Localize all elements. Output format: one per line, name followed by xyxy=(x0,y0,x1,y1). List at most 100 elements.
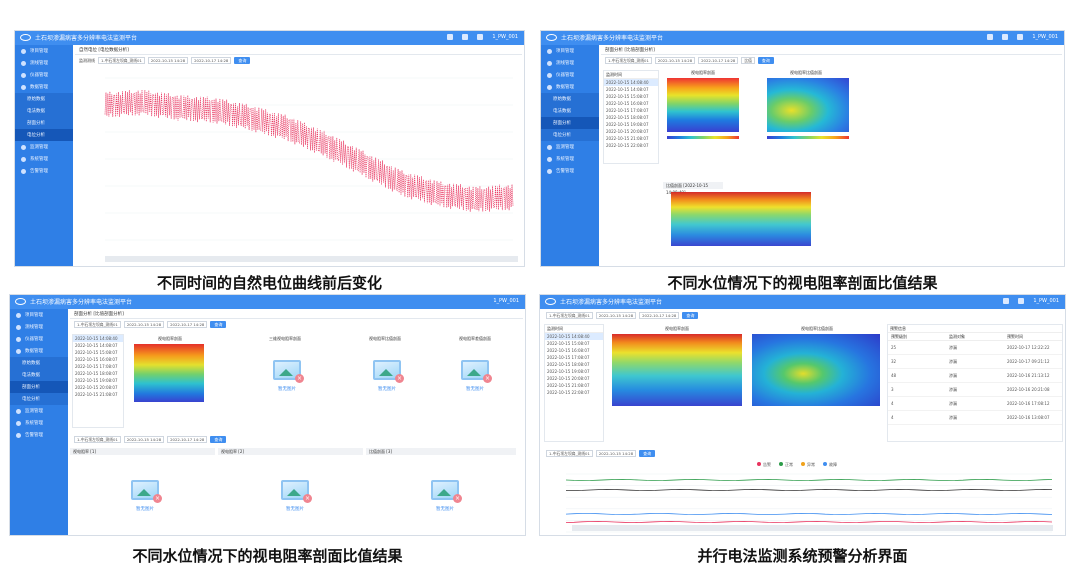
date-from-input[interactable]: 2022-10-15 14:28 xyxy=(147,57,189,64)
time-list-item[interactable]: 2022-10-15 17:08:07 xyxy=(75,364,118,369)
bell-icon[interactable] xyxy=(1002,34,1009,40)
line-select[interactable]: 1-中石坝左坝肩_测线01 xyxy=(74,321,121,328)
user-name[interactable]: 1_PW_001 xyxy=(1032,34,1058,40)
time-list-item[interactable]: 2022-10-15 18:08:07 xyxy=(75,371,118,376)
time-list-item[interactable]: 2022-10-15 22:08:07 xyxy=(547,390,590,395)
line-select[interactable]: 1-中石坝左坝肩_测线01 xyxy=(546,450,593,457)
sidebar-subitem[interactable]: 剖面分析 xyxy=(541,117,599,129)
time-list-item[interactable]: 2022-10-15 15:08:07 xyxy=(606,94,649,99)
time-list-item[interactable]: 2022-10-15 16:08:07 xyxy=(547,348,590,353)
date-from-input[interactable]: 2022-10-15 14:28 xyxy=(595,312,637,319)
sidebar-item[interactable]: 项目管理 xyxy=(10,309,68,321)
sidebar-item[interactable]: 仪器管理 xyxy=(10,333,68,345)
time-list-item[interactable]: 2022-10-15 14:08:40 xyxy=(73,335,123,342)
sidebar-item[interactable]: 仪器管理 xyxy=(541,69,599,81)
line-select[interactable]: 1-中石坝左坝肩_测线01 xyxy=(74,436,121,443)
alarm-row[interactable]: 32 渗漏 2022-10-17 09:21:12 xyxy=(888,355,1062,369)
time-list-item[interactable]: 2022-10-15 18:08:07 xyxy=(606,115,649,120)
time-list-item[interactable]: 2022-10-15 19:08:07 xyxy=(606,122,649,127)
sidebar-item[interactable]: 系统管理 xyxy=(10,417,68,429)
user-name[interactable]: 1_PW_001 xyxy=(1033,298,1059,304)
date-from-input[interactable]: 2022-10-15 14:28 xyxy=(595,450,637,457)
date-from-input[interactable]: 2022-10-15 14:28 xyxy=(123,436,165,443)
time-list-item[interactable]: 2022-10-15 17:08:07 xyxy=(606,108,649,113)
bell-icon[interactable] xyxy=(1018,298,1025,304)
settings-icon[interactable] xyxy=(477,34,484,40)
alarm-row[interactable]: 3 渗漏 2022-10-16 20:21:08 xyxy=(888,383,1062,397)
sidebar-subitem[interactable]: 电法数据 xyxy=(15,105,73,117)
grid-icon[interactable] xyxy=(1003,298,1010,304)
sidebar-subitem[interactable]: 电法数据 xyxy=(541,105,599,117)
sidebar-item[interactable]: 监测管理 xyxy=(541,141,599,153)
date-to-input[interactable]: 2022-10-17 14:28 xyxy=(639,312,680,319)
time-list-item[interactable]: 2022-10-15 16:08:07 xyxy=(606,101,649,106)
sidebar-item[interactable]: 测线管理 xyxy=(15,57,73,69)
query-button[interactable]: 查询 xyxy=(639,450,656,457)
legend-item[interactable]: 故障 xyxy=(823,462,837,468)
alarm-row[interactable]: 48 渗漏 2022-10-16 21:13:12 xyxy=(888,369,1062,383)
query-button[interactable]: 查询 xyxy=(234,57,251,64)
sidebar-subitem[interactable]: 剖面分析 xyxy=(10,381,68,393)
time-list-item[interactable]: 2022-10-15 21:08:07 xyxy=(75,392,118,397)
grid-icon[interactable] xyxy=(447,34,454,40)
sidebar-item[interactable]: 项目管理 xyxy=(541,45,599,57)
mode-select[interactable]: 比值 xyxy=(741,57,755,64)
alarm-row[interactable]: 25 渗漏 2022-10-17 12:22:22 xyxy=(888,341,1062,355)
sidebar-item[interactable]: 告警管理 xyxy=(541,165,599,177)
chart-scrollbar[interactable] xyxy=(105,256,518,262)
date-from-input[interactable]: 2022-10-15 14:28 xyxy=(123,321,165,328)
settings-icon[interactable] xyxy=(1017,34,1024,40)
date-to-input[interactable]: 2022-10-17 14:28 xyxy=(167,436,208,443)
time-list-item[interactable]: 2022-10-15 18:08:07 xyxy=(547,362,590,367)
sidebar-subitem[interactable]: 原始数据 xyxy=(10,357,68,369)
line-select[interactable]: 1-中石坝左坝肩_测线01 xyxy=(98,57,145,64)
date-to-input[interactable]: 2022-10-17 14:28 xyxy=(191,57,232,64)
sidebar-subitem[interactable]: 电位分析 xyxy=(15,129,73,141)
query-button[interactable]: 查询 xyxy=(682,312,699,319)
sidebar-subitem[interactable]: 原始数据 xyxy=(541,93,599,105)
grid-icon[interactable] xyxy=(987,34,994,40)
sidebar-subitem[interactable]: 剖面分析 xyxy=(15,117,73,129)
sidebar-item[interactable]: 告警管理 xyxy=(15,165,73,177)
sidebar-item[interactable]: 监测管理 xyxy=(15,141,73,153)
query-button[interactable]: 查询 xyxy=(210,321,227,328)
time-list-item[interactable]: 2022-10-15 22:08:07 xyxy=(606,143,649,148)
sidebar-item[interactable]: 系统管理 xyxy=(541,153,599,165)
time-list-item[interactable]: 2022-10-15 19:08:07 xyxy=(75,378,118,383)
sidebar-subitem[interactable]: 电位分析 xyxy=(541,129,599,141)
legend-item[interactable]: 告警 xyxy=(757,462,771,468)
sidebar-item[interactable]: 测线管理 xyxy=(541,57,599,69)
user-name[interactable]: 1_PW_001 xyxy=(493,298,519,304)
time-list-item[interactable]: 2022-10-15 15:08:07 xyxy=(75,350,118,355)
time-list-item[interactable]: 2022-10-15 20:08:07 xyxy=(75,385,118,390)
date-from-input[interactable]: 2022-10-15 14:28 xyxy=(654,57,696,64)
sidebar-item[interactable]: 数据管理 xyxy=(10,345,68,357)
date-to-input[interactable]: 2022-10-17 14:28 xyxy=(167,321,208,328)
time-list-item[interactable]: 2022-10-15 21:08:07 xyxy=(547,383,590,388)
sidebar-item[interactable]: 告警管理 xyxy=(10,429,68,441)
time-list-item[interactable]: 2022-10-15 14:08:07 xyxy=(606,87,649,92)
alarm-row[interactable]: 4 渗漏 2022-10-16 13:08:07 xyxy=(888,411,1062,425)
time-list-item[interactable]: 2022-10-15 16:08:07 xyxy=(75,357,118,362)
sidebar-item[interactable]: 数据管理 xyxy=(15,81,73,93)
sidebar-subitem[interactable]: 电位分析 xyxy=(10,393,68,405)
sidebar-item[interactable]: 系统管理 xyxy=(15,153,73,165)
query-button[interactable]: 查询 xyxy=(210,436,227,443)
sidebar-item[interactable]: 监测管理 xyxy=(10,405,68,417)
time-list-item[interactable]: 2022-10-15 21:08:07 xyxy=(606,136,649,141)
time-list-item[interactable]: 2022-10-15 20:08:07 xyxy=(547,376,590,381)
sidebar-item[interactable]: 数据管理 xyxy=(541,81,599,93)
sidebar-item[interactable]: 测线管理 xyxy=(10,321,68,333)
bell-icon[interactable] xyxy=(462,34,469,40)
time-list-item[interactable]: 2022-10-15 19:08:07 xyxy=(547,369,590,374)
sidebar-item[interactable]: 仪器管理 xyxy=(15,69,73,81)
line-select[interactable]: 1-中石坝左坝肩_测线01 xyxy=(605,57,652,64)
time-list-item[interactable]: 2022-10-15 14:08:40 xyxy=(545,333,603,340)
query-button[interactable]: 查询 xyxy=(757,57,774,64)
date-to-input[interactable]: 2022-10-17 14:28 xyxy=(698,57,739,64)
sidebar-subitem[interactable]: 原始数据 xyxy=(15,93,73,105)
legend-item[interactable]: 异常 xyxy=(801,462,815,468)
legend-item[interactable]: 正常 xyxy=(779,462,793,468)
line-select[interactable]: 1-中石坝左坝肩_测线01 xyxy=(546,312,593,319)
user-name[interactable]: 1_PW_001 xyxy=(492,34,518,40)
